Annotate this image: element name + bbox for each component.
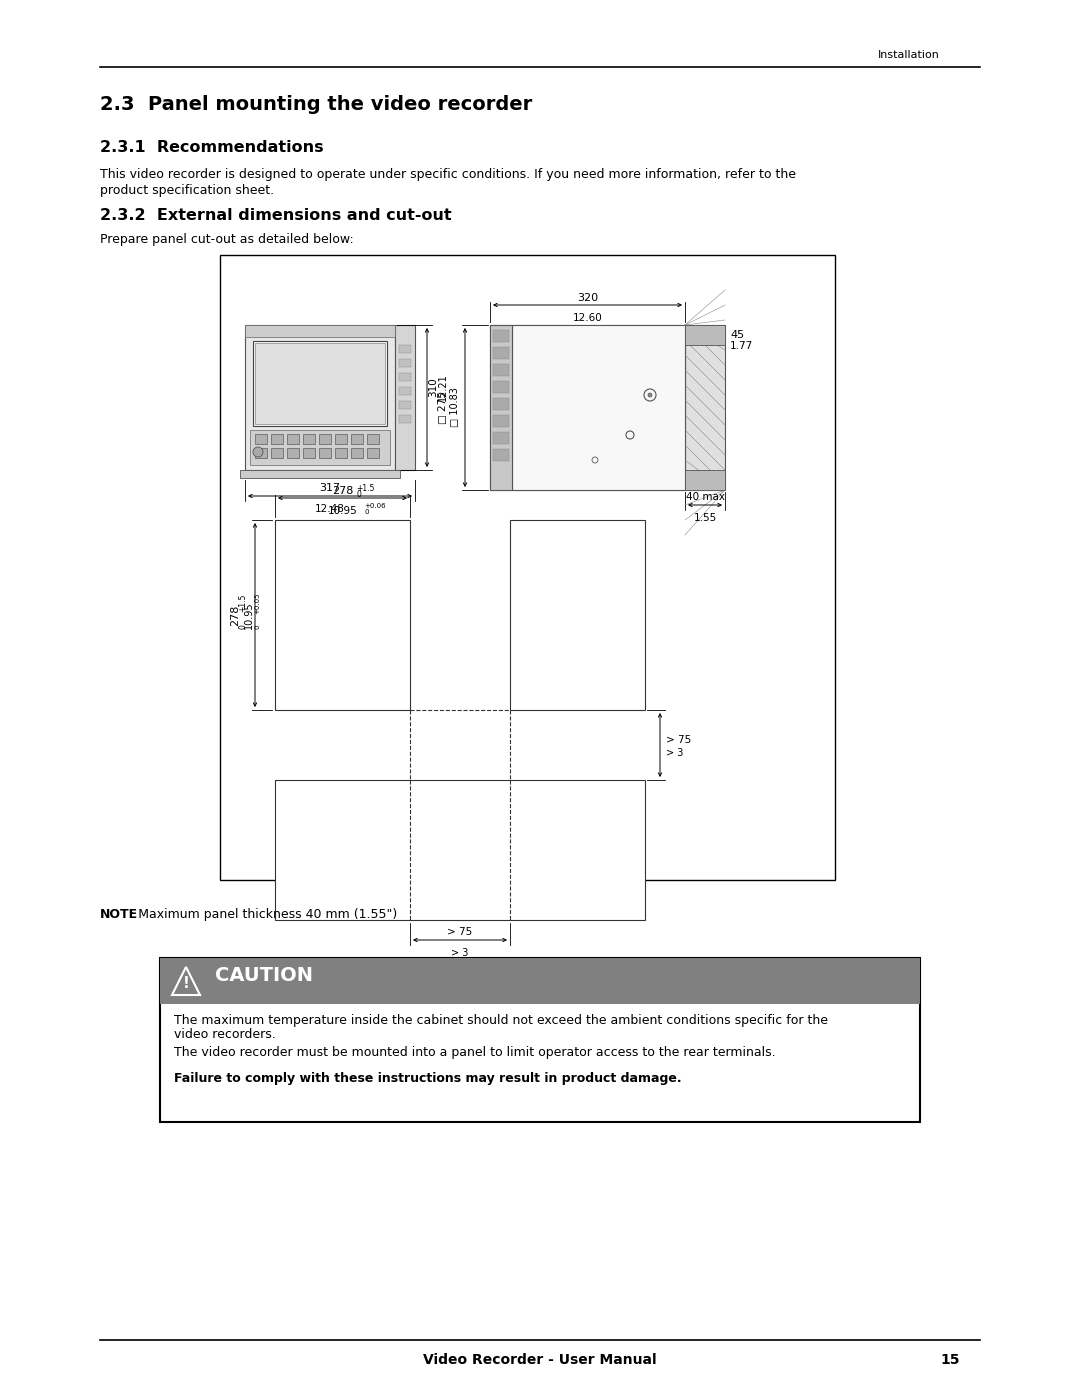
Bar [271,448,283,458]
Bar [685,469,725,490]
Bar [303,448,315,458]
Text: NOTE: NOTE [100,908,138,921]
Bar [685,326,725,345]
Text: > 3: > 3 [666,747,684,759]
Text: 12.48: 12.48 [315,504,345,514]
Text: +1.5: +1.5 [239,594,247,612]
Text: 10.95: 10.95 [244,601,254,629]
Bar [512,326,685,490]
Text: 278: 278 [230,605,240,626]
Bar [271,434,283,444]
Text: □ 275: □ 275 [438,391,448,423]
Text: millimeters: millimeters [505,965,565,977]
Bar [399,359,411,367]
Text: > 3: > 3 [451,949,469,958]
Text: +0.05: +0.05 [254,592,260,613]
Bar [399,415,411,423]
Bar [245,326,395,469]
Bar [399,401,411,409]
Text: 278: 278 [332,486,353,496]
Bar [492,415,509,427]
Circle shape [253,447,264,457]
Text: 2.3.1  Recommendations: 2.3.1 Recommendations [100,140,324,155]
Bar [287,434,299,444]
Bar [490,326,685,490]
Text: +0.06: +0.06 [365,503,387,509]
Text: 2.3.2  External dimensions and cut-out: 2.3.2 External dimensions and cut-out [100,208,451,224]
Bar [492,365,509,376]
Bar [399,345,411,353]
Text: Prepare panel cut-out as detailed below:: Prepare panel cut-out as detailed below: [100,233,354,246]
Bar [287,448,299,458]
Bar [255,448,267,458]
Bar [492,330,509,342]
Bar [249,430,390,465]
Bar [492,432,509,444]
Text: 1.55: 1.55 [693,513,717,522]
Bar [220,256,835,880]
Bar [685,326,725,490]
Bar [253,341,387,426]
Text: 10.95: 10.95 [327,506,357,515]
Text: 12.60: 12.60 [572,313,603,323]
Bar [275,780,645,921]
Bar [510,520,645,710]
Bar [275,520,410,710]
Circle shape [648,393,652,397]
Text: inches: inches [518,989,552,999]
Text: CAUTION: CAUTION [215,965,313,985]
Text: Installation: Installation [878,50,940,60]
Bar [492,448,509,461]
Bar [351,434,363,444]
Bar [399,387,411,395]
Text: 2.3  Panel mounting the video recorder: 2.3 Panel mounting the video recorder [100,95,532,115]
Text: product specification sheet.: product specification sheet. [100,184,274,197]
Text: □ 10.83: □ 10.83 [450,387,460,427]
Text: 12.21: 12.21 [438,373,448,401]
Bar [240,469,400,478]
Bar [255,434,267,444]
Bar [367,434,379,444]
Text: Video Recorder - User Manual: Video Recorder - User Manual [423,1354,657,1368]
Bar [492,398,509,409]
Bar [492,346,509,359]
Bar [399,373,411,381]
Bar [395,326,415,469]
Bar [319,448,330,458]
Bar [303,434,315,444]
Text: This video recorder is designed to operate under specific conditions. If you nee: This video recorder is designed to opera… [100,168,796,182]
Text: The maximum temperature inside the cabinet should not exceed the ambient conditi: The maximum temperature inside the cabin… [174,1014,828,1027]
Bar [319,434,330,444]
Text: video recorders.: video recorders. [174,1028,275,1041]
Text: 0: 0 [365,509,369,515]
Text: > 75: > 75 [666,735,691,745]
Text: : Maximum panel thickness 40 mm (1.55"): : Maximum panel thickness 40 mm (1.55") [130,908,397,921]
Text: 1.77: 1.77 [730,341,753,351]
Text: Failure to comply with these instructions may result in product damage.: Failure to comply with these instruction… [174,1071,681,1085]
Text: 45: 45 [730,330,744,339]
Text: 320: 320 [577,293,598,303]
Text: 0: 0 [254,624,260,629]
Bar [490,326,512,490]
Text: > 75: > 75 [447,928,473,937]
Text: 310: 310 [428,377,438,397]
Bar [160,958,920,1122]
Text: !: ! [183,975,189,990]
Bar [255,344,384,425]
Bar [335,448,347,458]
Text: +1.5: +1.5 [356,483,375,493]
Text: The video recorder must be mounted into a panel to limit operator access to the : The video recorder must be mounted into … [174,1046,775,1059]
Text: 40 max: 40 max [686,492,725,502]
Text: 15: 15 [941,1354,960,1368]
Bar [245,326,395,337]
Text: 0: 0 [239,624,247,630]
Text: 317: 317 [320,483,340,493]
Bar [351,448,363,458]
Bar [335,434,347,444]
Bar [492,381,509,393]
Text: 0: 0 [356,490,362,499]
Bar [160,958,920,1004]
Bar [367,448,379,458]
